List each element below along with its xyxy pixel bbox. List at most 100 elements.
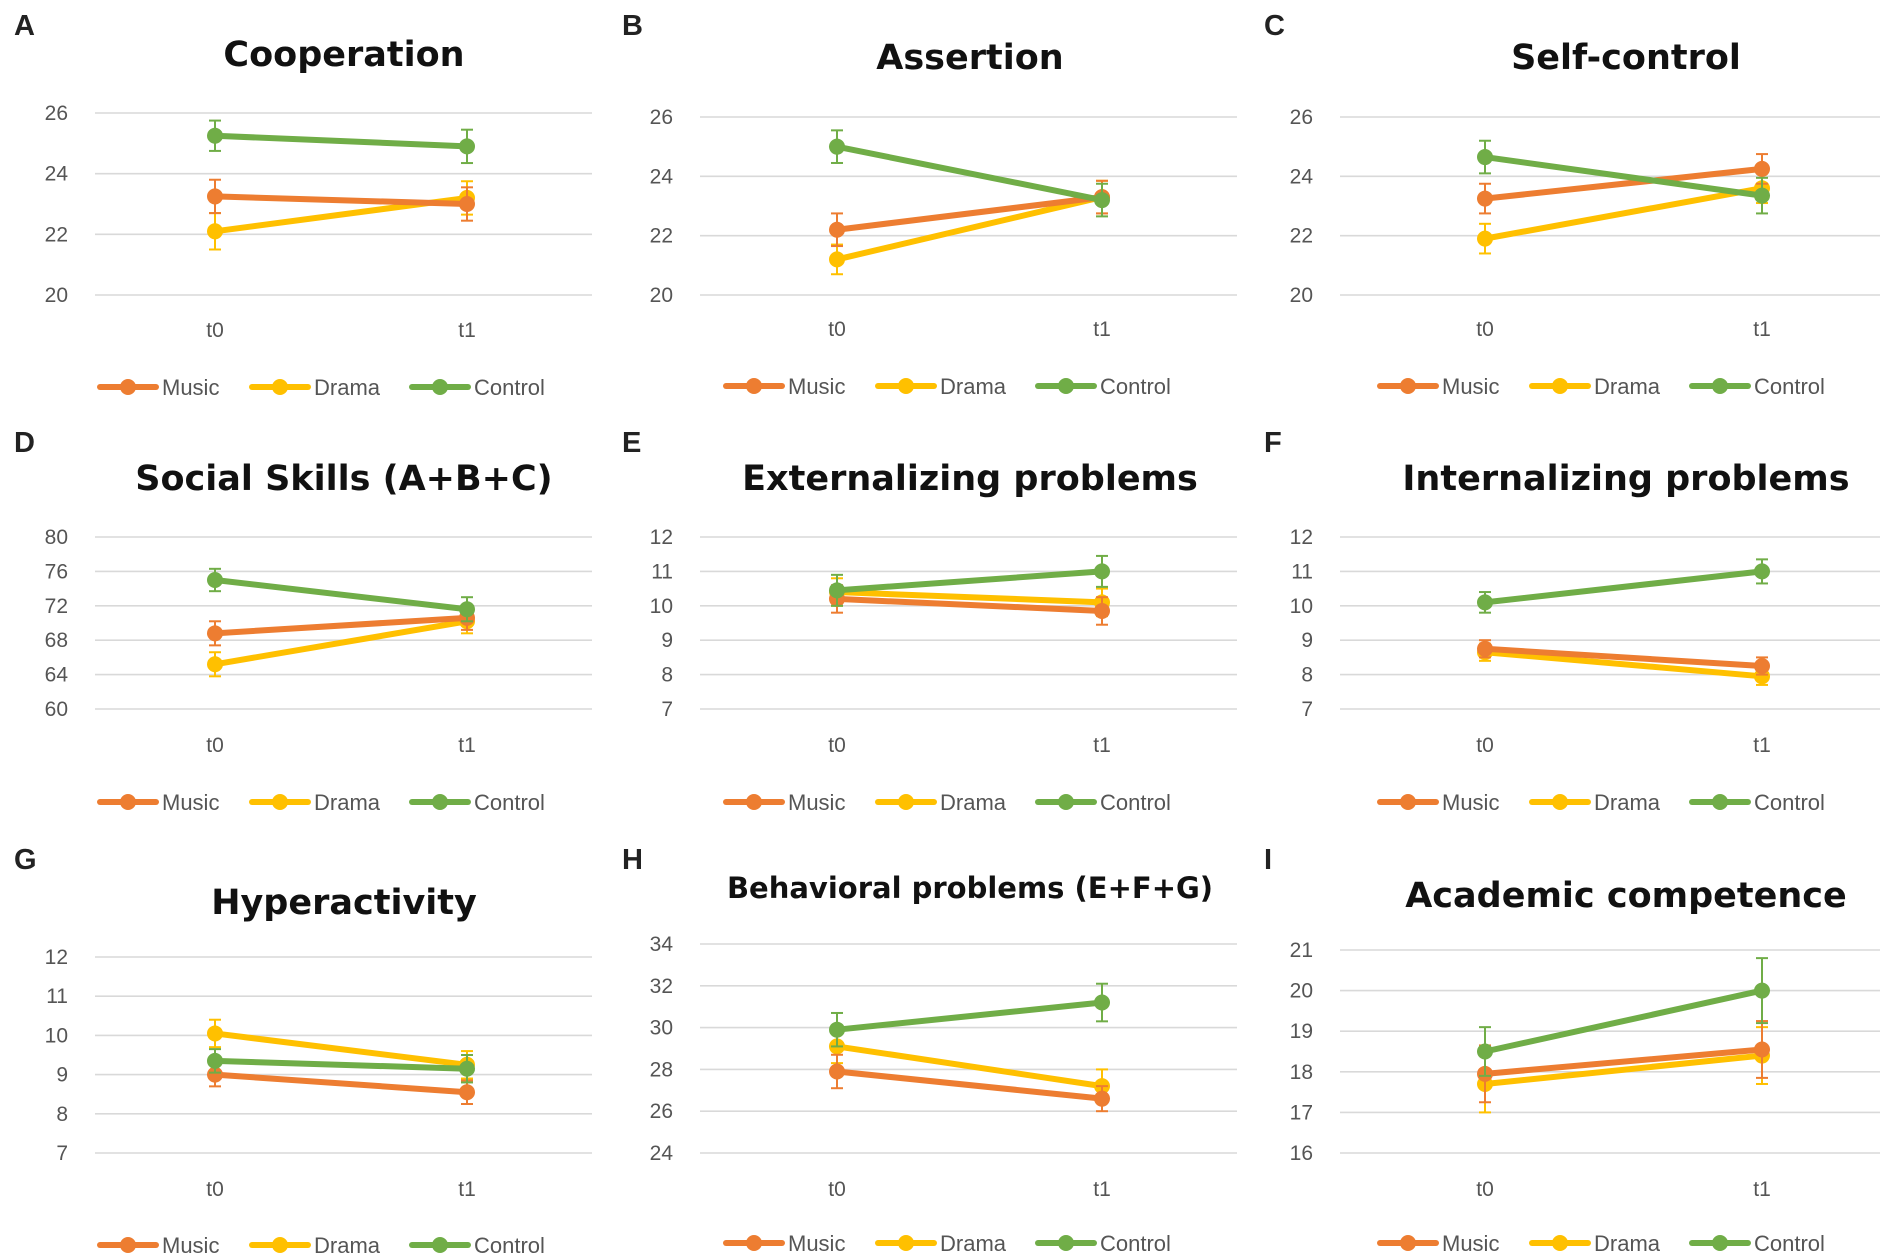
data-point [207, 223, 223, 240]
legend-entry-music: Music [97, 1233, 219, 1255]
data-point [1477, 640, 1493, 657]
legend-marker [120, 379, 136, 395]
legend-label: Music [788, 790, 845, 815]
chart-title: Assertion [876, 38, 1063, 78]
legend-marker [1552, 1235, 1568, 1251]
chart-title: Hyperactivity [211, 883, 477, 923]
series-control [207, 567, 475, 623]
legend-marker [272, 1237, 288, 1253]
y-tick-label: 12 [1290, 526, 1313, 549]
legend-marker [1400, 378, 1416, 394]
panel-letter: E [622, 427, 641, 459]
series-line [1482, 1046, 1765, 1077]
series-line [1482, 185, 1765, 242]
legend-entry-control: Control [409, 375, 545, 400]
legend-label: Drama [1594, 1231, 1661, 1255]
x-tick-label: t0 [206, 319, 224, 342]
legend-label: Control [1754, 374, 1825, 399]
y-tick-label: 10 [650, 595, 673, 618]
chart-panel-i: I Academic competence 16 17 18 19 20 21 t0 t1 Musi… [1264, 844, 1880, 1255]
x-tick-label: t0 [1476, 1178, 1494, 1201]
data-point [459, 1060, 475, 1077]
x-tick-label: t0 [206, 1178, 224, 1201]
legend-label: Control [1754, 790, 1825, 815]
y-tick-label: 64 [45, 664, 69, 687]
data-point [1094, 563, 1110, 580]
panel-letter: F [1264, 427, 1282, 459]
series-line [1482, 568, 1765, 606]
data-point [1477, 230, 1493, 247]
x-tick-label: t1 [1753, 318, 1771, 341]
data-point [1754, 982, 1770, 999]
series-music [207, 1061, 475, 1105]
y-tick-label: 9 [1301, 629, 1313, 652]
chart-panel-a: A Cooperation 20 22 24 26 t0 t1 Music Drama Contro… [14, 10, 592, 400]
legend-entry-music: Music [97, 790, 219, 815]
y-tick-label: 26 [650, 1100, 673, 1123]
legend-entry-music: Music [723, 790, 845, 815]
legend-entry-music: Music [1377, 790, 1499, 815]
data-point [207, 188, 223, 205]
panel-letter: B [622, 10, 643, 42]
legend-entry-drama: Drama [249, 790, 381, 815]
chart-panel-g: G Hyperactivity 7 8 9 10 11 12 t0 t1 Music Drama Con… [14, 844, 592, 1255]
x-tick-label: t1 [1093, 734, 1111, 757]
y-tick-label: 24 [650, 165, 674, 188]
data-point [207, 1066, 223, 1083]
panel-letter: C [1264, 10, 1285, 42]
data-point [829, 138, 845, 155]
x-tick-label: t0 [828, 318, 846, 341]
legend-label: Music [162, 375, 219, 400]
legend-entry-music: Music [97, 375, 219, 400]
y-tick-label: 22 [1290, 225, 1313, 248]
series-line [834, 194, 1105, 233]
legend-entry-control: Control [409, 790, 545, 815]
series-line [1482, 1052, 1765, 1087]
legend-marker [1712, 378, 1728, 394]
y-tick-label: 11 [1291, 560, 1313, 583]
series-line [1482, 645, 1765, 669]
y-tick-label: 10 [1290, 595, 1313, 618]
series-line [834, 1068, 1105, 1102]
legend-marker [898, 794, 914, 810]
series-line [212, 614, 470, 637]
y-tick-label: 8 [56, 1103, 68, 1126]
series-line [834, 1043, 1105, 1090]
x-tick-label: t1 [458, 319, 476, 342]
legend-label: Music [1442, 1231, 1499, 1255]
data-point [1754, 1041, 1770, 1058]
y-tick-label: 18 [1290, 1061, 1313, 1084]
legend-entry-control: Control [1689, 1231, 1825, 1255]
y-tick-label: 9 [56, 1064, 68, 1087]
series-control [1477, 558, 1770, 614]
legend-label: Control [1100, 374, 1171, 399]
legend-label: Music [788, 374, 845, 399]
series-line [212, 1057, 470, 1072]
x-tick-label: t1 [1753, 1178, 1771, 1201]
y-tick-label: 8 [661, 664, 673, 687]
y-tick-label: 11 [651, 560, 673, 583]
y-tick-label: 24 [45, 163, 69, 186]
y-tick-label: 72 [45, 595, 68, 618]
y-tick-label: 16 [1290, 1142, 1313, 1165]
legend-label: Drama [940, 374, 1007, 399]
y-tick-label: 32 [650, 975, 673, 998]
y-tick-label: 20 [1290, 980, 1313, 1003]
data-point [1477, 1043, 1493, 1060]
series-drama [207, 180, 475, 251]
legend-marker [746, 1235, 762, 1251]
series-control [829, 129, 1110, 218]
legend-marker [746, 378, 762, 394]
legend-entry-control: Control [1689, 790, 1825, 815]
y-tick-label: 9 [661, 629, 673, 652]
legend-marker [1400, 1235, 1416, 1251]
y-tick-label: 28 [650, 1058, 673, 1081]
series-line [212, 193, 470, 207]
data-point [1477, 149, 1493, 166]
legend-label: Drama [940, 790, 1007, 815]
data-point [207, 572, 223, 588]
y-tick-label: 60 [45, 698, 68, 721]
legend-marker [1552, 794, 1568, 810]
y-tick-label: 20 [1290, 284, 1313, 307]
panel-letter: D [14, 427, 35, 459]
